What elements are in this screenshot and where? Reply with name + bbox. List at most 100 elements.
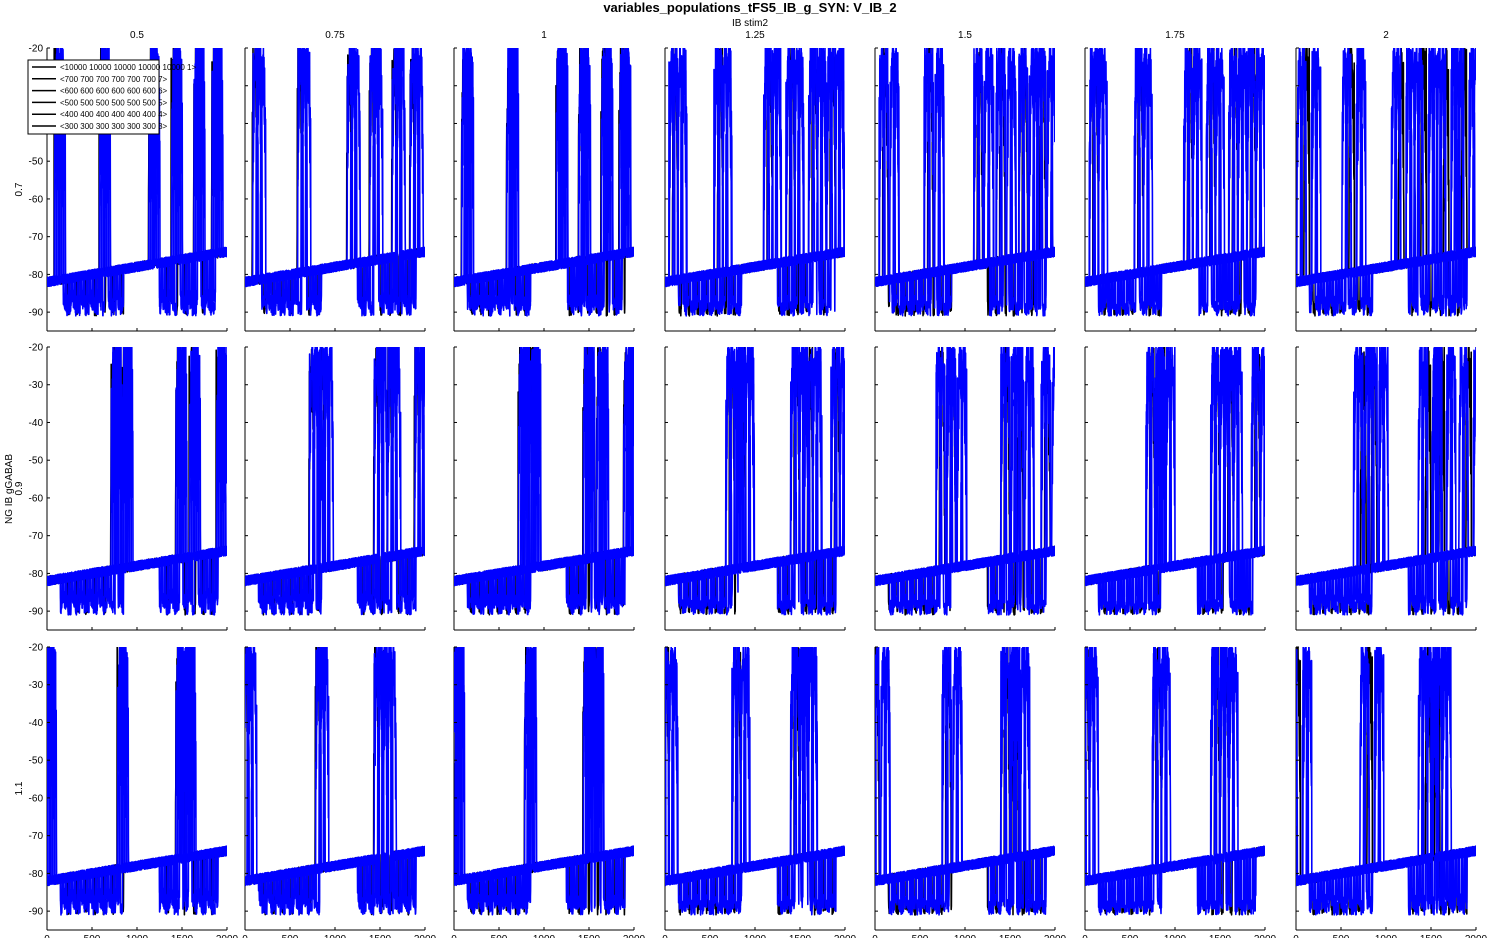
panel xyxy=(1295,47,1477,332)
panel xyxy=(1084,346,1266,631)
x-tick-label: 1000 xyxy=(324,934,347,938)
y-tick-label: -20 xyxy=(29,343,44,354)
trace-blue xyxy=(665,48,845,317)
x-tick-label: 0 xyxy=(1293,934,1299,938)
y-tick-label: -70 xyxy=(29,831,44,842)
trace-blue xyxy=(875,347,1055,616)
x-tick-label: 1500 xyxy=(1420,934,1443,938)
x-tick-label: 0 xyxy=(451,934,457,938)
column-value-label: 1.75 xyxy=(1165,30,1185,41)
y-tick-label: -20 xyxy=(29,44,44,55)
column-value-label: 0.75 xyxy=(325,30,345,41)
trace-blue xyxy=(1296,647,1476,916)
trace-blue xyxy=(875,647,1055,916)
y-tick-label: -70 xyxy=(29,531,44,542)
x-tick-label: 1500 xyxy=(369,934,392,938)
y-tick-label: -30 xyxy=(29,380,44,391)
y-tick-label: -60 xyxy=(29,493,44,504)
x-tick-label: 2000 xyxy=(623,934,646,938)
x-tick-label: 2000 xyxy=(414,934,437,938)
y-tick-label: -30 xyxy=(29,680,44,691)
row-value-label: 0.9 xyxy=(14,481,25,495)
x-tick-label: 500 xyxy=(1122,934,1139,938)
trace-blue xyxy=(454,48,634,317)
legend-entry: <300 300 300 300 300 300 3> xyxy=(60,122,168,131)
x-tick-label: 0 xyxy=(872,934,878,938)
x-tick-label: 500 xyxy=(1333,934,1350,938)
panel xyxy=(1295,346,1477,631)
panel-grid: -20 -30 -40 -50 -60 -70 -80 -90 -20 -30 -40 -50 -60 -… xyxy=(29,44,1488,938)
panel: 0 500 1000 1500 2000 xyxy=(1293,646,1488,938)
y-tick-label: -90 xyxy=(29,308,44,319)
trace-blue xyxy=(245,48,425,317)
trace-blue xyxy=(454,347,634,616)
legend-entry: <500 500 500 500 500 500 5> xyxy=(60,98,168,107)
row-axis-label: NG IB gGABAB xyxy=(4,454,15,524)
row-value-label: 1.1 xyxy=(14,781,25,795)
trace-blue xyxy=(1085,48,1265,317)
x-tick-label: 1000 xyxy=(1375,934,1398,938)
x-tick-label: 1000 xyxy=(533,934,556,938)
y-tick-label: -20 xyxy=(29,643,44,654)
x-tick-label: 2000 xyxy=(1044,934,1067,938)
x-tick-label: 0 xyxy=(242,934,248,938)
trace-blue xyxy=(47,48,227,317)
y-tick-label: -40 xyxy=(29,718,44,729)
y-tick-label: -80 xyxy=(29,270,44,281)
y-tick-label: -40 xyxy=(29,418,44,429)
panel: 0 500 1000 1500 2000 xyxy=(662,646,857,938)
panel xyxy=(1084,47,1266,332)
panel: 0 500 1000 1500 2000 xyxy=(451,646,646,938)
x-tick-label: 1500 xyxy=(1209,934,1232,938)
panel xyxy=(664,47,846,332)
y-tick-label: -60 xyxy=(29,793,44,804)
x-tick-label: 1000 xyxy=(954,934,977,938)
y-tick-label: -50 xyxy=(29,456,44,467)
x-tick-label: 0 xyxy=(662,934,668,938)
column-axis-label: IB stim2 xyxy=(732,18,769,29)
trace-blue xyxy=(245,647,425,916)
x-tick-label: 500 xyxy=(702,934,719,938)
panel: 0 500 1000 1500 2000 xyxy=(872,646,1067,938)
x-tick-label: 2000 xyxy=(1465,934,1488,938)
x-tick-label: 1500 xyxy=(171,934,194,938)
x-tick-label: 500 xyxy=(282,934,299,938)
x-tick-label: 1500 xyxy=(999,934,1022,938)
y-tick-label: -80 xyxy=(29,869,44,880)
x-tick-label: 1000 xyxy=(1164,934,1187,938)
trace-blue xyxy=(875,48,1055,317)
panel: 0 500 1000 1500 2000 xyxy=(1082,646,1277,938)
trace-blue xyxy=(665,647,845,916)
trace-blue xyxy=(1085,647,1265,916)
trace-blue xyxy=(1296,347,1476,616)
y-tick-label: -50 xyxy=(29,157,44,168)
column-value-label: 2 xyxy=(1383,30,1389,41)
legend-box xyxy=(27,59,160,135)
panel xyxy=(244,346,426,631)
x-tick-label: 2000 xyxy=(1254,934,1277,938)
y-tick-label: -90 xyxy=(29,607,44,618)
figure-title: variables_populations_tFS5_IB_g_SYN: V_I… xyxy=(603,0,896,15)
panel xyxy=(453,47,635,332)
panel: 0 500 1000 1500 2000 xyxy=(242,646,437,938)
x-tick-label: 0 xyxy=(1082,934,1088,938)
panel: -20 -30 -40 -50 -60 -70 -80 -90 xyxy=(29,343,228,631)
legend-entry: <400 400 400 400 400 400 4> xyxy=(60,110,168,119)
y-tick-label: -70 xyxy=(29,232,44,243)
legend-entry: <10000 10000 10000 10000 10000 1> xyxy=(60,63,196,72)
legend: <10000 10000 10000 10000 10000 1> <700 70… xyxy=(27,59,196,135)
column-value-label: 0.5 xyxy=(130,30,144,41)
x-tick-label: 500 xyxy=(491,934,508,938)
trace-blue xyxy=(47,347,227,616)
x-tick-label: 1000 xyxy=(744,934,767,938)
panel xyxy=(874,346,1056,631)
x-tick-label: 0 xyxy=(44,934,50,938)
column-value-label: 1.5 xyxy=(958,30,972,41)
x-tick-label: 1500 xyxy=(578,934,601,938)
trace-blue xyxy=(665,347,845,616)
y-tick-label: -60 xyxy=(29,194,44,205)
y-tick-label: -50 xyxy=(29,756,44,767)
x-tick-label: 1000 xyxy=(126,934,149,938)
panel xyxy=(664,346,846,631)
